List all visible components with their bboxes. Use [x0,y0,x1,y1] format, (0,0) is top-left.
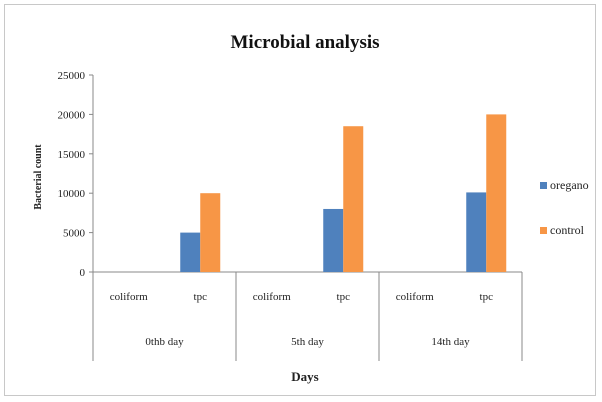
legend-label-control: control [550,223,585,237]
chart-title: Microbial analysis [230,32,379,53]
legend-label-oregano: oregano [550,178,589,192]
y-tick-label: 0 [80,267,86,279]
legend: oregano control [540,178,589,237]
bar-control-14th-day-tpc [486,114,507,273]
legend-swatch-oregano [540,182,547,189]
group-label: 0thb day [145,336,184,348]
bar-oregano-14th-day-tpc [466,192,487,272]
bar-chart: Microbial analysis Bacterial count Days … [33,32,589,384]
group-label: 14th day [431,336,470,348]
x-axis-label: Days [291,369,318,384]
bars [180,114,507,273]
category-label: coliform [110,291,148,303]
axes: 0 5000 10000 15000 20000 25000 coliform tpc 0thb… [58,70,523,361]
category-label: tpc [480,291,494,303]
group-label: 5th day [291,336,324,348]
bar-control-5th-day-tpc [343,126,364,272]
bar-oregano-0thb-day-tpc [180,232,201,272]
y-tick-label: 25000 [58,70,86,82]
category-label: coliform [253,291,291,303]
chart-frame: Microbial analysis Bacterial count Days … [4,4,596,396]
y-tick-label: 15000 [58,149,86,161]
category-label: tpc [337,291,351,303]
bar-oregano-5th-day-tpc [323,208,344,272]
category-label: tpc [194,291,208,303]
y-tick-label: 5000 [63,228,86,240]
y-tick-label: 10000 [58,188,86,200]
y-axis-label: Bacterial count [33,144,44,210]
bar-control-0thb-day-tpc [200,193,221,272]
category-label: coliform [396,291,434,303]
y-tick-label: 20000 [58,109,86,121]
legend-swatch-control [540,227,547,234]
